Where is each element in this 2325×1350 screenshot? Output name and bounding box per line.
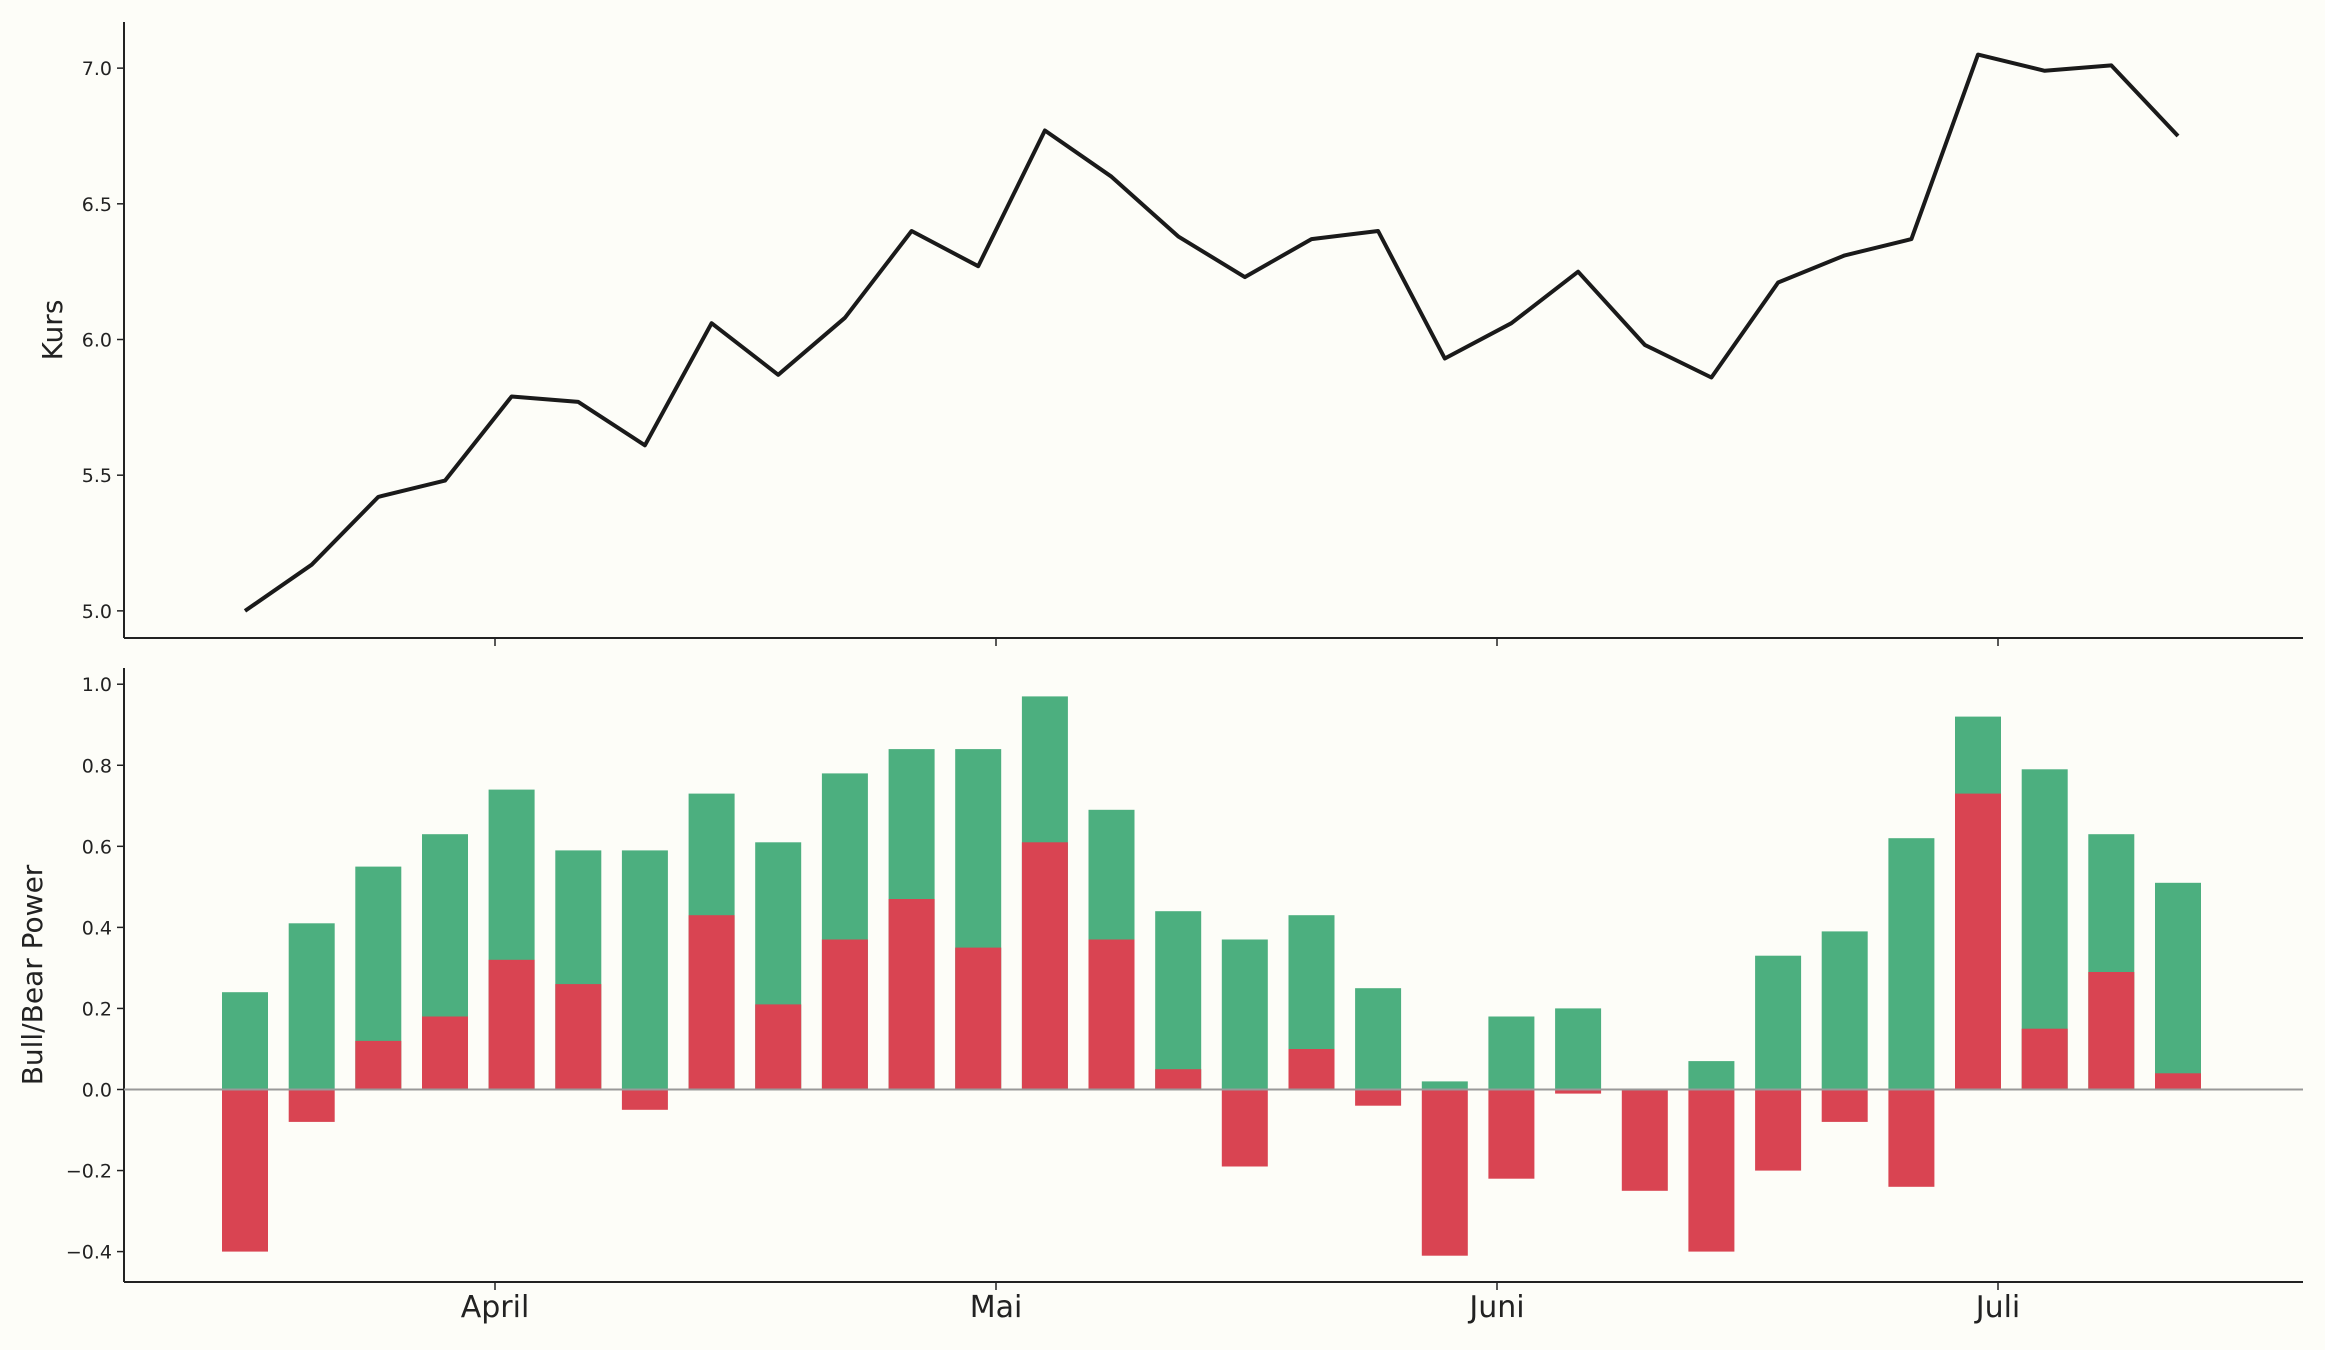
- bear-power-bar: [222, 1089, 268, 1252]
- bull-power-bar: [1355, 988, 1402, 1090]
- bear-power-bar: [1555, 1089, 1602, 1094]
- bull-bear-y-tick-label: −0.4: [66, 1242, 112, 1264]
- bear-power-bar: [688, 915, 735, 1090]
- price-y-tick-label: 6.0: [82, 329, 112, 351]
- bull-power-bar: [1488, 1016, 1535, 1090]
- bear-power-bar: [1755, 1089, 1802, 1171]
- bear-power-bar: [1088, 939, 1135, 1090]
- bull-power-bar: [621, 850, 668, 1090]
- bull-power-bar: [1821, 931, 1868, 1090]
- bear-power-bar: [821, 939, 868, 1090]
- bull-power-bar: [1888, 838, 1935, 1090]
- bear-power-bar: [1221, 1089, 1268, 1167]
- price-y-tick-label: 6.5: [82, 194, 112, 216]
- bear-power-bar: [1621, 1089, 1668, 1191]
- month-tick-label: Juni: [1467, 1290, 1524, 1325]
- bear-power-bar: [1021, 842, 1068, 1090]
- bull-bear-panel: −0.4 −0.2 0.0 0.2 0.4 0.6 0.8 1.0 April Mai Juni Ju…: [16, 668, 2303, 1325]
- bull-power-bar: [222, 992, 268, 1090]
- bull-bear-y-tick-label: 1.0: [82, 674, 112, 696]
- month-tick-label: April: [461, 1290, 530, 1325]
- bull-power-bar: [1688, 1061, 1735, 1090]
- bear-power-bar: [1955, 793, 2001, 1090]
- price-y-tick-label: 5.0: [82, 601, 112, 623]
- price-panel: 5.0 5.5 6.0 6.5 7.0 Kurs: [36, 22, 2303, 646]
- bear-power-bar: [1488, 1089, 1535, 1179]
- bear-power-bar: [1821, 1089, 1868, 1122]
- bull-bear-y-tick-label: 0.0: [82, 1079, 112, 1101]
- bull-bear-y-tick-label: 0.8: [82, 755, 112, 777]
- bear-power-bar: [1288, 1049, 1335, 1090]
- bull-bear-y-axis-title: Bull/Bear Power: [16, 864, 49, 1085]
- bear-power-bar: [555, 984, 602, 1090]
- bear-power-bar: [1888, 1089, 1935, 1187]
- bear-power-bar: [422, 1016, 468, 1090]
- bull-bear-y-tick-label: 0.4: [82, 917, 112, 939]
- bear-power-bar: [621, 1089, 668, 1110]
- bull-bear-y-tick-label: −0.2: [66, 1161, 112, 1183]
- price-y-tick-label: 5.5: [82, 465, 112, 487]
- price-y-tick-label: 7.0: [82, 58, 112, 80]
- bull-power-bar: [1221, 939, 1268, 1090]
- bull-bear-y-tick-label: 0.6: [82, 836, 112, 858]
- bear-power-bar: [488, 959, 535, 1090]
- month-tick-label: Juli: [1974, 1290, 2021, 1325]
- bull-power-bar: [1155, 911, 1202, 1090]
- bull-power-bar: [2155, 882, 2201, 1090]
- bear-power-bar: [355, 1040, 402, 1090]
- bear-power-bar: [1688, 1089, 1735, 1252]
- bull-bear-y-tick-label: 0.2: [82, 998, 112, 1020]
- bear-power-bar: [755, 1004, 802, 1090]
- price-line-series: [243, 52, 2180, 613]
- bull-power-bar: [1755, 955, 1802, 1090]
- bear-power-bar: [288, 1089, 335, 1122]
- bear-power-bar: [2021, 1028, 2068, 1090]
- bear-power-bar: [1155, 1069, 1202, 1090]
- bear-power-bar: [2155, 1073, 2201, 1090]
- bull-power-bar: [1555, 1008, 1602, 1090]
- bear-power-bar: [1421, 1089, 1468, 1256]
- bear-power-bar: [1355, 1089, 1402, 1106]
- bull-power-bar: [288, 923, 335, 1090]
- bear-power-bar: [888, 899, 935, 1090]
- price-y-axis-title: Kurs: [36, 300, 69, 361]
- month-tick-label: Mai: [970, 1290, 1023, 1325]
- bull-power-bar: [1421, 1081, 1468, 1090]
- bear-power-bar: [955, 947, 1002, 1090]
- bear-power-bar: [2088, 972, 2135, 1090]
